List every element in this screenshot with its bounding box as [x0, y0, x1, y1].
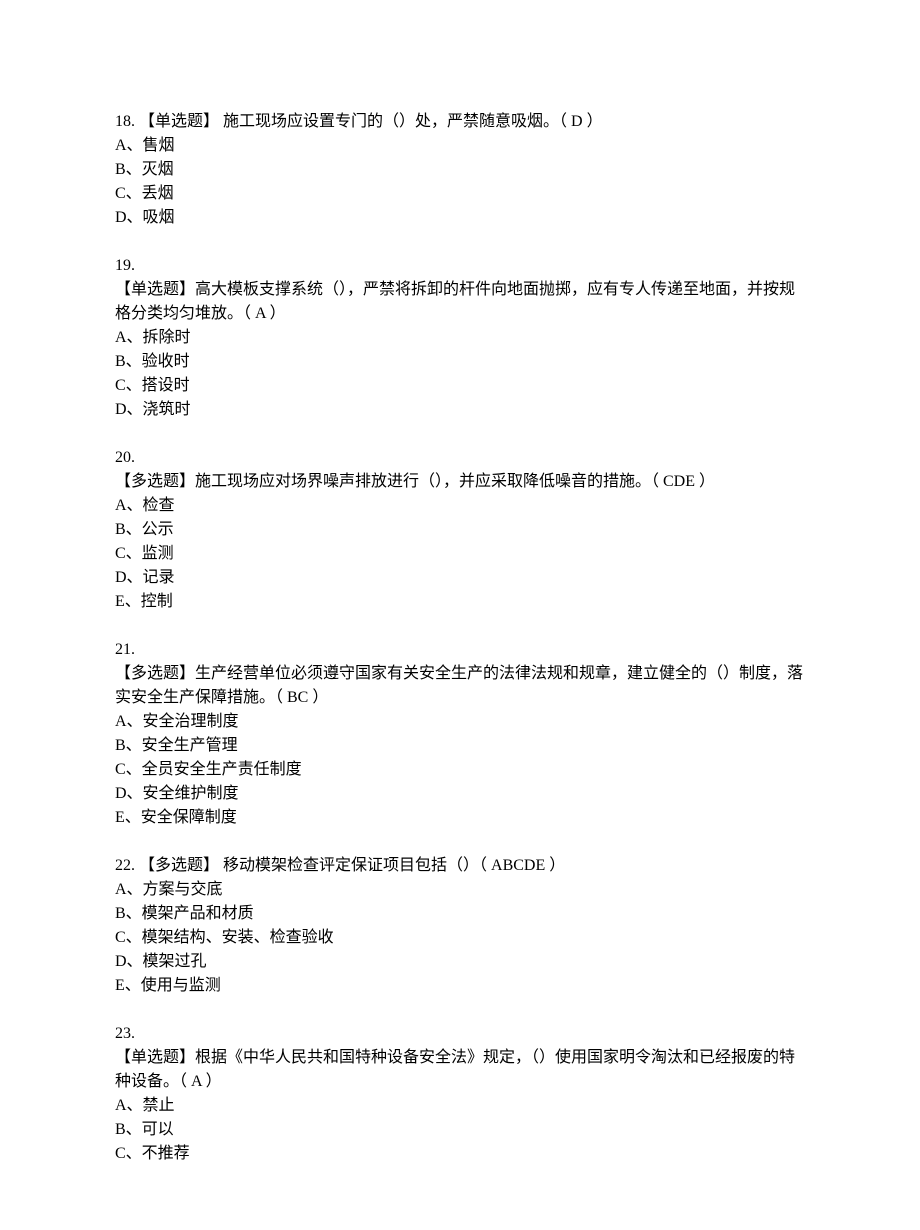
question-text: 【单选题】高大模板支撑系统（），严禁将拆卸的杆件向地面抛掷，应有专人传递至地面，…	[115, 281, 795, 322]
option-c: C、不推荐	[115, 1142, 805, 1166]
option-d: D、记录	[115, 566, 805, 590]
question-19: 19. 【单选题】高大模板支撑系统（），严禁将拆卸的杆件向地面抛掷，应有专人传递…	[115, 254, 805, 422]
question-text: 【单选题】根据《中华人民共和国特种设备安全法》规定，（）使用国家明令淘汰和已经报…	[115, 1049, 795, 1090]
question-text: 施工现场应设置专门的（）处，严禁随意吸烟。（ D ）	[223, 113, 603, 130]
option-b: B、安全生产管理	[115, 734, 805, 758]
question-number: 21.	[115, 641, 135, 658]
question-text: 【多选题】施工现场应对场界噪声排放进行（），并应采取降低噪音的措施。（ CDE …	[115, 473, 715, 490]
option-d: D、安全维护制度	[115, 782, 805, 806]
option-a: A、检查	[115, 494, 805, 518]
option-d: D、浇筑时	[115, 398, 805, 422]
option-c: C、搭设时	[115, 374, 805, 398]
option-d: D、吸烟	[115, 206, 805, 230]
question-number: 19.	[115, 257, 135, 274]
question-23: 23. 【单选题】根据《中华人民共和国特种设备安全法》规定，（）使用国家明令淘汰…	[115, 1022, 805, 1166]
option-b: B、公示	[115, 518, 805, 542]
question-text: 移动模架检查评定保证项目包括（）（ ABCDE ）	[223, 857, 565, 874]
option-a: A、售烟	[115, 134, 805, 158]
question-22: 22. 【多选题】 移动模架检查评定保证项目包括（）（ ABCDE ） A、方案…	[115, 854, 805, 998]
question-tag: 【单选题】	[139, 113, 219, 130]
option-e: E、使用与监测	[115, 974, 805, 998]
question-21: 21. 【多选题】生产经营单位必须遵守国家有关安全生产的法律法规和规章，建立健全…	[115, 638, 805, 830]
question-number-line: 20.	[115, 446, 805, 470]
option-b: B、验收时	[115, 350, 805, 374]
question-line: 【多选题】生产经营单位必须遵守国家有关安全生产的法律法规和规章，建立健全的（）制…	[115, 662, 805, 710]
question-line: 【多选题】施工现场应对场界噪声排放进行（），并应采取降低噪音的措施。（ CDE …	[115, 470, 805, 494]
option-c: C、全员安全生产责任制度	[115, 758, 805, 782]
option-b: B、模架产品和材质	[115, 902, 805, 926]
option-e: E、安全保障制度	[115, 806, 805, 830]
question-number: 20.	[115, 449, 135, 466]
option-c: C、模架结构、安装、检查验收	[115, 926, 805, 950]
option-e: E、控制	[115, 590, 805, 614]
option-b: B、灭烟	[115, 158, 805, 182]
question-number: 23.	[115, 1025, 135, 1042]
question-number: 18.	[115, 113, 135, 130]
question-line: 【单选题】根据《中华人民共和国特种设备安全法》规定，（）使用国家明令淘汰和已经报…	[115, 1046, 805, 1094]
question-number: 22.	[115, 857, 135, 874]
question-line: 【单选题】高大模板支撑系统（），严禁将拆卸的杆件向地面抛掷，应有专人传递至地面，…	[115, 278, 805, 326]
option-a: A、安全治理制度	[115, 710, 805, 734]
option-c: C、监测	[115, 542, 805, 566]
option-a: A、方案与交底	[115, 878, 805, 902]
question-number-line: 21.	[115, 638, 805, 662]
option-b: B、可以	[115, 1118, 805, 1142]
question-tag: 【多选题】	[139, 857, 219, 874]
question-text: 【多选题】生产经营单位必须遵守国家有关安全生产的法律法规和规章，建立健全的（）制…	[115, 665, 803, 706]
question-number-line: 23.	[115, 1022, 805, 1046]
option-a: A、拆除时	[115, 326, 805, 350]
option-a: A、禁止	[115, 1094, 805, 1118]
question-18: 18. 【单选题】 施工现场应设置专门的（）处，严禁随意吸烟。（ D ） A、售…	[115, 110, 805, 230]
option-c: C、丢烟	[115, 182, 805, 206]
question-line: 18. 【单选题】 施工现场应设置专门的（）处，严禁随意吸烟。（ D ）	[115, 110, 805, 134]
question-number-line: 19.	[115, 254, 805, 278]
question-20: 20. 【多选题】施工现场应对场界噪声排放进行（），并应采取降低噪音的措施。（ …	[115, 446, 805, 614]
question-line: 22. 【多选题】 移动模架检查评定保证项目包括（）（ ABCDE ）	[115, 854, 805, 878]
option-d: D、模架过孔	[115, 950, 805, 974]
